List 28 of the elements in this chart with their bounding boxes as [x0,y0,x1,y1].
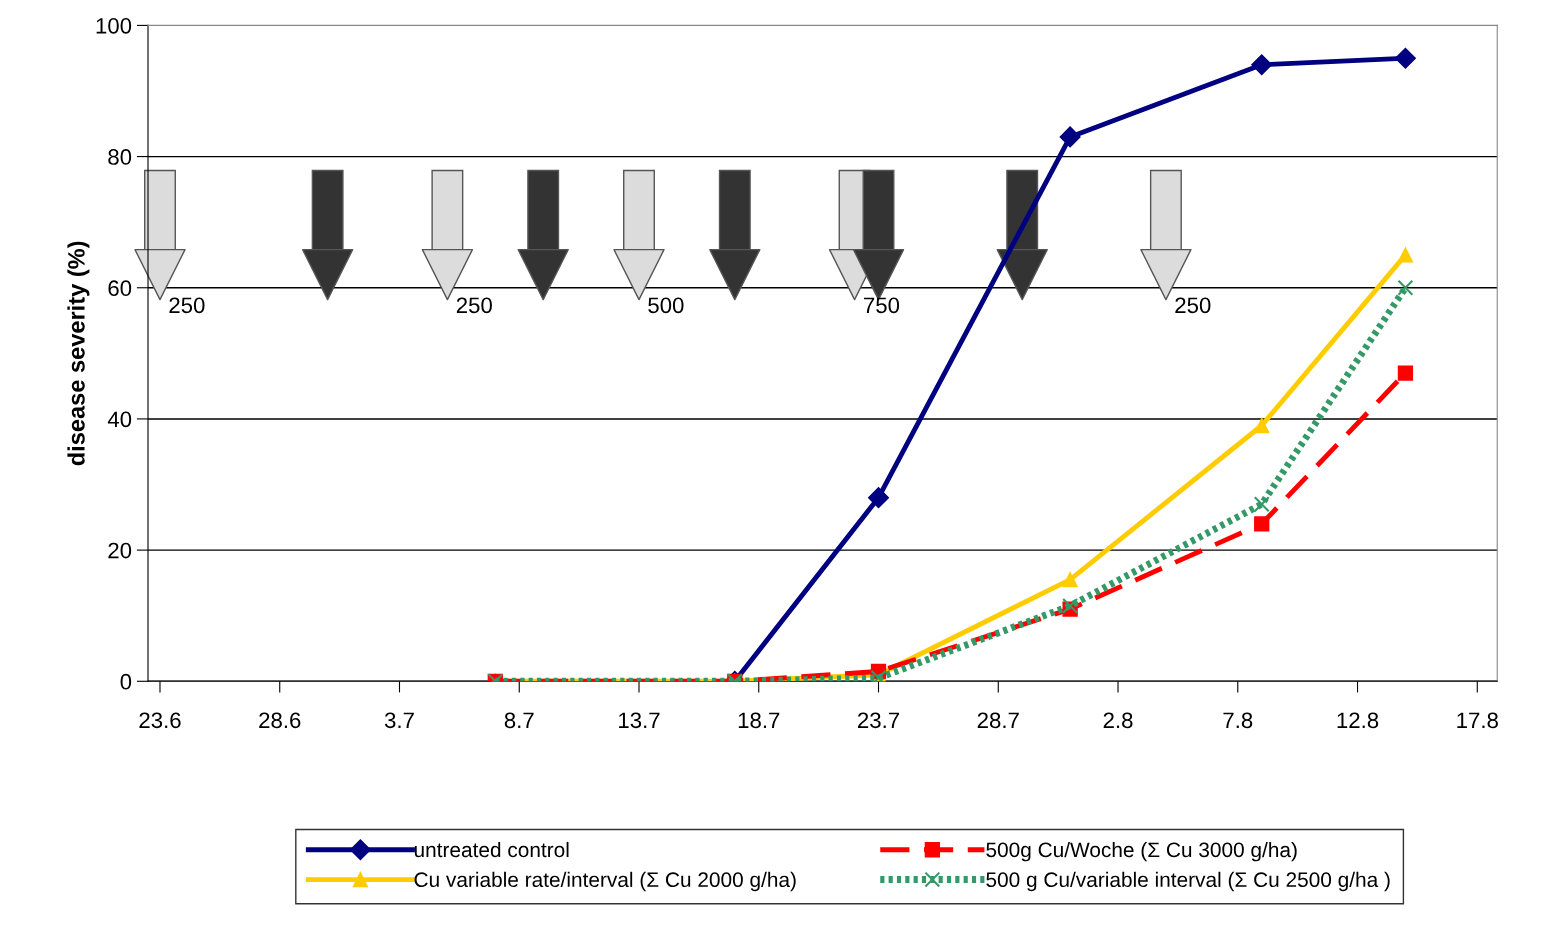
legend-label: 500 g Cu/variable interval (Σ Cu 2500 g/ha ) [986,871,1390,892]
annotation: 250 [1175,297,1211,314]
y-tick-label: 60 [108,280,132,297]
legend-label: Cu variable rate/interval (Σ Cu 2000 g/ha) [414,871,796,892]
y-tick-label: 80 [108,149,132,165]
x-tick-label: 23.6 [139,712,181,729]
x-tick-label: 17.8 [1457,712,1498,729]
annotation: 500 [648,297,684,314]
x-tick-label: 7.8 [1223,712,1253,729]
x-tick-label: 8.7 [504,712,534,729]
x-tick-label: 18.7 [738,712,780,729]
legend-label: untreated control [414,841,569,858]
x-tick-label: 12.8 [1337,712,1379,729]
y-tick-label: 20 [108,542,132,559]
x-tick-label: 3.7 [384,712,414,729]
x-tick-label: 28.7 [977,712,1019,729]
legend-label: 500g Cu/Woche (Σ Cu 3000 g/ha) [986,841,1297,862]
x-tick-label: 2.8 [1103,712,1133,729]
annotation: 750 [864,297,900,314]
x-tick-label: 23.7 [858,712,900,729]
annotation: 250 [169,297,205,314]
annotation: 250 [456,297,492,314]
y-tick-label: 100 [96,17,132,34]
y-axis-title: disease severity (%) [67,241,90,466]
y-tick-label: 0 [120,673,132,690]
x-tick-label: 28.6 [259,712,301,729]
x-tick-label: 13.7 [619,712,660,729]
y-tick-label: 40 [107,411,132,428]
